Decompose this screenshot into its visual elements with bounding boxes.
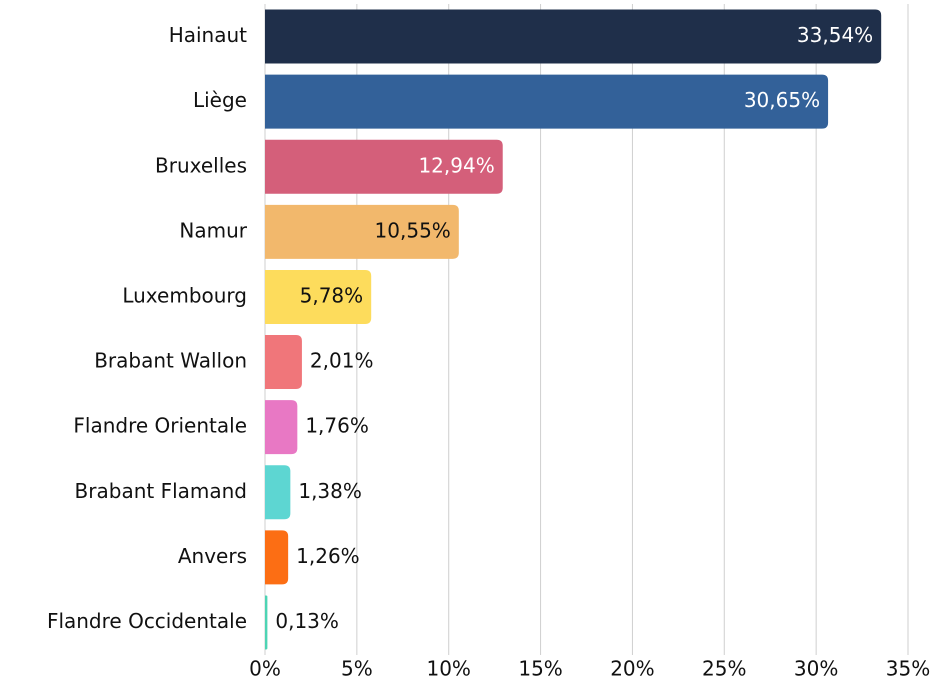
value-label: 1,26% xyxy=(296,544,360,568)
bar xyxy=(265,204,459,259)
x-tick-label: 5% xyxy=(341,657,373,681)
category-label: Flandre Occidentale xyxy=(47,609,247,633)
x-tick-label: 15% xyxy=(518,657,562,681)
x-tick-label: 25% xyxy=(702,657,746,681)
value-label: 1,76% xyxy=(305,414,369,438)
category-label: Anvers xyxy=(178,544,247,568)
category-label: Brabant Wallon xyxy=(94,349,247,373)
value-label: 30,65% xyxy=(744,88,820,112)
x-tick-label: 0% xyxy=(249,657,281,681)
value-label: 1,38% xyxy=(298,479,362,503)
category-label: Bruxelles xyxy=(155,153,247,177)
category-label: Liège xyxy=(193,88,247,112)
value-label: 5,78% xyxy=(300,283,364,307)
category-label: Namur xyxy=(179,218,247,242)
x-tick-label: 20% xyxy=(610,657,654,681)
x-tick-label: 30% xyxy=(794,657,838,681)
value-label: 2,01% xyxy=(310,349,374,373)
bar xyxy=(265,9,882,64)
category-label: Hainaut xyxy=(169,23,247,47)
category-label: Flandre Orientale xyxy=(73,414,247,438)
bar xyxy=(265,465,291,520)
bar xyxy=(265,400,298,455)
x-tick-label: 35% xyxy=(886,657,930,681)
value-label: 0,13% xyxy=(275,609,339,633)
bar xyxy=(265,269,372,324)
category-label: Luxembourg xyxy=(122,283,247,307)
bar xyxy=(265,139,503,194)
value-label: 12,94% xyxy=(418,153,494,177)
bar xyxy=(265,595,268,650)
category-label: Brabant Flamand xyxy=(75,479,247,503)
value-label: 10,55% xyxy=(375,218,451,242)
bar xyxy=(265,530,289,585)
x-tick-label: 10% xyxy=(426,657,470,681)
bar xyxy=(265,335,302,390)
value-label: 33,54% xyxy=(797,23,873,47)
bar xyxy=(265,74,829,129)
